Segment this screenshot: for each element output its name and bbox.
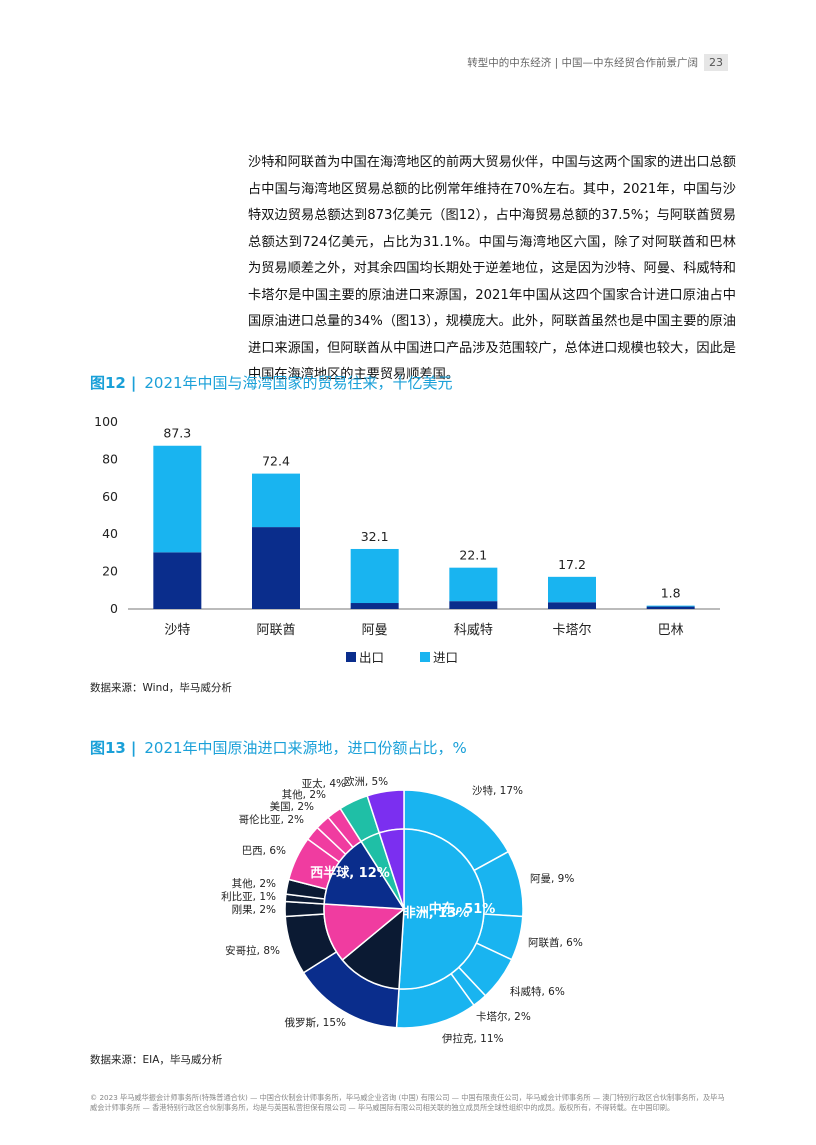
figure-13-source: 数据来源：EIA，毕马威分析	[90, 1054, 223, 1066]
legend-label: 出口	[359, 650, 384, 665]
outer-slice-label: 巴西, 6%	[242, 845, 286, 857]
figure-13-separator: |	[130, 738, 137, 757]
figure-13-title: 图13 | 2021年中国原油进口来源地，进口份额占比，%	[90, 737, 467, 758]
legend-swatch	[346, 652, 356, 662]
inner-pie-slice	[323, 903, 406, 962]
header-title: 转型中的中东经济 | 中国—中东经贸合作前景广阔	[467, 56, 698, 69]
outer-slice-label: 刚果, 2%	[232, 904, 276, 916]
bar-segment	[350, 603, 399, 609]
inner-pie-slice	[341, 907, 405, 990]
bar-segment	[350, 548, 399, 604]
y-tick-label: 100	[94, 414, 118, 429]
x-category-label: 阿联酋	[256, 622, 295, 638]
bar-total-label: 1.8	[661, 586, 681, 601]
outer-slice-label: 阿曼, 9%	[530, 873, 574, 885]
figure-12-separator: |	[130, 373, 137, 392]
bar-total-label: 87.3	[163, 426, 191, 441]
outer-slice-label: 亚太, 4%	[302, 777, 346, 790]
bar-segment	[252, 473, 300, 528]
legend-label: 进口	[433, 650, 458, 665]
x-category-label: 卡塔尔	[552, 623, 591, 638]
y-tick-label: 0	[110, 601, 118, 616]
bar-total-label: 72.4	[262, 454, 290, 469]
bar-chart: 0 20 40 60 80 100 87.3 沙特 72.4 阿联酋 32.1 阿曼 22.1 科威特 17…	[94, 414, 720, 665]
bar-segment	[646, 605, 695, 607]
x-category-label: 巴林	[658, 623, 684, 638]
outer-slice-label: 沙特, 17%	[472, 785, 523, 797]
bar-segment	[153, 552, 202, 609]
outer-slice-label: 阿联酋, 6%	[528, 936, 583, 949]
pie-chart: 中东, 51%非洲, 13% 西半球, 12% 沙特, 17% 阿曼, 9% 阿联酋, …	[221, 776, 583, 1045]
figure-13-caption: 2021年中国原油进口来源地，进口份额占比，%	[144, 739, 467, 757]
inner-pie-slice	[378, 828, 405, 910]
bar-segment	[449, 601, 498, 609]
y-tick-label: 80	[102, 451, 118, 466]
figure-12-title: 图12 | 2021年中国与海湾国家的贸易往来，十亿美元	[90, 372, 453, 393]
y-tick-label: 20	[102, 564, 118, 579]
y-tick-label: 40	[102, 526, 118, 541]
x-category-label: 阿曼	[362, 623, 388, 638]
outer-slice-label: 卡塔尔, 2%	[476, 1010, 531, 1023]
bar-segment	[548, 602, 596, 609]
outer-slice-label: 俄罗斯, 15%	[284, 1016, 346, 1029]
bar-segment	[153, 445, 202, 553]
x-category-label: 沙特	[164, 623, 190, 638]
legend-swatch	[420, 652, 430, 662]
figure-12-caption: 2021年中国与海湾国家的贸易往来，十亿美元	[144, 374, 453, 392]
inner-slice-label: 非洲, 13%	[403, 905, 470, 921]
outer-slice-label: 其他, 2%	[232, 877, 276, 890]
inner-slice-label: 西半球, 12%	[310, 865, 390, 881]
inner-pie-slice	[398, 828, 485, 990]
bar-total-label: 32.1	[361, 529, 389, 544]
bar-segment	[548, 576, 596, 603]
outer-slice-label: 美国, 2%	[270, 800, 314, 813]
bar-segment	[449, 567, 498, 602]
figure-12-number: 图12	[90, 374, 126, 392]
copyright-footer: © 2023 毕马威华振会计师事务所(特殊普通合伙) — 中国合伙制会计师事务所…	[90, 1093, 725, 1112]
outer-slice-label: 安哥拉, 8%	[225, 944, 280, 957]
page-number: 23	[704, 53, 728, 71]
outer-slice-label: 欧洲, 5%	[344, 776, 388, 788]
inner-pie-slice	[323, 840, 406, 910]
figure-12-source: 数据来源：Wind，毕马威分析	[90, 682, 232, 694]
bar-segment	[252, 527, 300, 609]
inner-slice-label: 中东, 51%	[429, 901, 496, 917]
outer-slice-label: 科威特, 6%	[510, 985, 565, 998]
y-tick-label: 60	[102, 489, 118, 504]
figure-13-number: 图13	[90, 739, 126, 757]
running-header: 转型中的中东经济 | 中国—中东经贸合作前景广阔 23	[467, 52, 728, 72]
outer-slice-label: 伊拉克, 11%	[442, 1032, 504, 1045]
outer-slice-label: 利比亚, 1%	[221, 890, 276, 903]
outer-slice-label: 哥伦比亚, 2%	[239, 813, 304, 826]
bar-total-label: 22.1	[459, 548, 487, 563]
bar-segment	[646, 606, 695, 609]
body-paragraph: 沙特和阿联酋为中国在海湾地区的前两大贸易伙伴，中国与这两个国家的进出口总额占中国…	[248, 155, 736, 382]
bar-total-label: 17.2	[558, 557, 586, 572]
x-category-label: 科威特	[454, 623, 493, 638]
outer-slice-label: 其他, 2%	[282, 788, 326, 801]
